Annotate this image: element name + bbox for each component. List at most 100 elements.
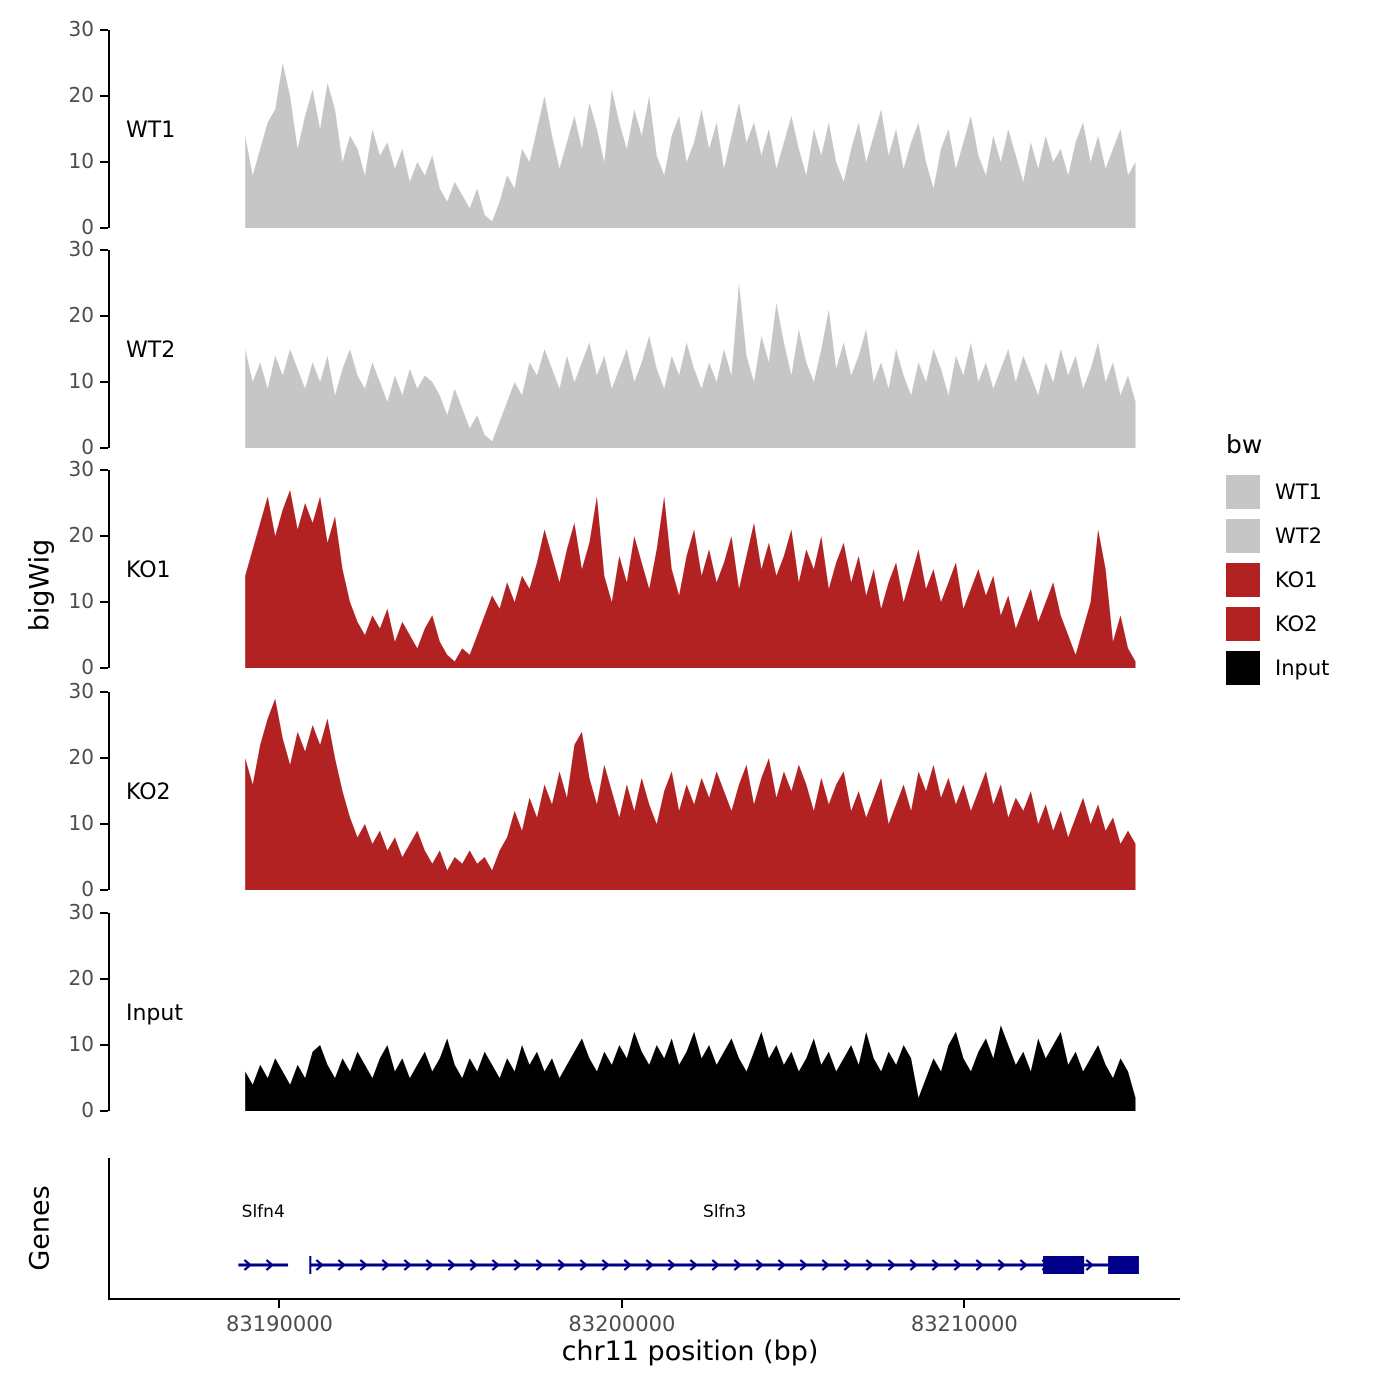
- y-tick-label: 20: [68, 83, 94, 107]
- legend-entry-KO1: KO1: [1226, 563, 1329, 597]
- y-tick-label: 20: [68, 966, 94, 990]
- legend-swatch-WT2: [1226, 519, 1260, 553]
- gene-strand-arrow-icon: [865, 1259, 875, 1271]
- track-y-axis-line: [108, 30, 110, 228]
- gene-strand-arrow-icon: [1019, 1259, 1029, 1271]
- x-tick-label: 83210000: [910, 1312, 1018, 1336]
- gene-exon-Slfn3: [1043, 1256, 1085, 1274]
- y-tick-mark: [100, 249, 108, 251]
- signal-area-KO1: [245, 489, 1136, 668]
- y-tick-label: 30: [68, 237, 94, 261]
- y-tick-label: 10: [68, 589, 94, 613]
- gene-label-Slfn4: Slfn4: [241, 1202, 285, 1222]
- y-tick-label: 10: [68, 149, 94, 173]
- gene-strand-arrow-icon: [425, 1259, 435, 1271]
- gene-strand-arrow-icon: [711, 1259, 721, 1271]
- gene-strand-arrow-icon: [755, 1259, 765, 1271]
- signal-area-Input: [245, 1025, 1136, 1111]
- y-tick-mark: [100, 447, 108, 449]
- gene-strand-arrow-icon: [887, 1259, 897, 1271]
- gene-strand-arrow-icon: [265, 1259, 275, 1271]
- legend-title: bw: [1226, 430, 1263, 459]
- track-label: WT1: [126, 118, 176, 143]
- track-area-chart-WT2: [245, 283, 1136, 448]
- legend-swatch-Input: [1226, 651, 1260, 685]
- gene-strand-arrow-icon: [579, 1259, 589, 1271]
- gene-strand-arrow-icon: [843, 1259, 853, 1271]
- track-y-axis-line: [108, 250, 110, 448]
- y-tick-label: 0: [81, 215, 94, 239]
- gene-strand-arrow-icon: [1085, 1259, 1095, 1271]
- y-tick-label: 10: [68, 369, 94, 393]
- y-tick-mark: [100, 227, 108, 229]
- y-tick-label: 30: [68, 457, 94, 481]
- legend-label: WT1: [1275, 480, 1322, 504]
- y-tick-label: 10: [68, 1032, 94, 1056]
- gene-strand-arrow-icon: [733, 1259, 743, 1271]
- y-tick-label: 30: [68, 679, 94, 703]
- y-tick-mark: [100, 469, 108, 471]
- gene-strand-arrow-icon: [953, 1259, 963, 1271]
- track-label: KO2: [126, 780, 171, 805]
- legend-entry-WT2: WT2: [1226, 519, 1329, 553]
- track-label: KO1: [126, 558, 171, 583]
- gene-strand-arrow-icon: [557, 1259, 567, 1271]
- y-tick-label: 0: [81, 877, 94, 901]
- y-tick-label: 30: [68, 900, 94, 924]
- legend-label: KO2: [1275, 612, 1318, 636]
- gene-strand-arrow-icon: [997, 1259, 1007, 1271]
- track-y-axis-line: [108, 913, 110, 1111]
- legend-entries: WT1 WT2 KO1 KO2 Input: [1226, 475, 1329, 685]
- track-area-chart-WT1: [245, 63, 1136, 228]
- y-tick-mark: [100, 535, 108, 537]
- gene-strand-arrow-icon: [931, 1259, 941, 1271]
- y-tick-mark: [100, 978, 108, 980]
- y-tick-mark: [100, 161, 108, 163]
- gene-strand-arrow-icon: [535, 1259, 545, 1271]
- legend-swatch-KO2: [1226, 607, 1260, 641]
- y-axis-title-genes: Genes: [24, 1185, 56, 1271]
- track-y-axis-line: [108, 692, 110, 890]
- y-tick-mark: [100, 601, 108, 603]
- y-tick-label: 0: [81, 655, 94, 679]
- x-tick-mark: [620, 1300, 623, 1308]
- y-tick-mark: [100, 315, 108, 317]
- gene-strand-arrow-icon: [689, 1259, 699, 1271]
- gene-strand-arrow-icon: [975, 1259, 985, 1271]
- gene-strand-arrow-icon: [909, 1259, 919, 1271]
- track-label: Input: [126, 1001, 183, 1026]
- signal-area-KO2: [245, 698, 1136, 890]
- y-tick-label: 10: [68, 811, 94, 835]
- track-area-chart-KO2: [245, 698, 1136, 890]
- track-area-chart-Input: [245, 1025, 1136, 1111]
- track-y-axis-line: [108, 470, 110, 668]
- y-tick-mark: [100, 1044, 108, 1046]
- gene-strand-arrow-icon: [799, 1259, 809, 1271]
- gene-strand-arrow-icon: [623, 1259, 633, 1271]
- legend-entry-KO2: KO2: [1226, 607, 1329, 641]
- gene-strand-arrow-icon: [447, 1259, 457, 1271]
- gene-strand-arrow-icon: [667, 1259, 677, 1271]
- legend-entry-Input: Input: [1226, 651, 1329, 685]
- gene-exon-Slfn3: [1108, 1256, 1139, 1274]
- signal-area-WT1: [245, 63, 1136, 228]
- y-tick-mark: [100, 757, 108, 759]
- x-tick-label: 83190000: [226, 1312, 333, 1336]
- y-tick-mark: [100, 95, 108, 97]
- y-tick-mark: [100, 889, 108, 891]
- gene-strand-arrow-icon: [469, 1259, 479, 1271]
- gene-strand-arrow-icon: [381, 1259, 391, 1271]
- x-tick-label: 83200000: [568, 1312, 676, 1336]
- gene-strand-arrow-icon: [403, 1259, 413, 1271]
- y-tick-mark: [100, 381, 108, 383]
- gene-strand-arrow-icon: [645, 1259, 655, 1271]
- gene-strand-arrow-icon: [777, 1259, 787, 1271]
- gene-label-Slfn3: Slfn3: [703, 1202, 747, 1222]
- y-tick-mark: [100, 1110, 108, 1112]
- y-tick-label: 20: [68, 523, 94, 547]
- gene-strand-arrow-icon: [315, 1259, 325, 1271]
- y-tick-label: 30: [68, 17, 94, 41]
- x-axis-line: [110, 1298, 1180, 1300]
- y-tick-mark: [100, 912, 108, 914]
